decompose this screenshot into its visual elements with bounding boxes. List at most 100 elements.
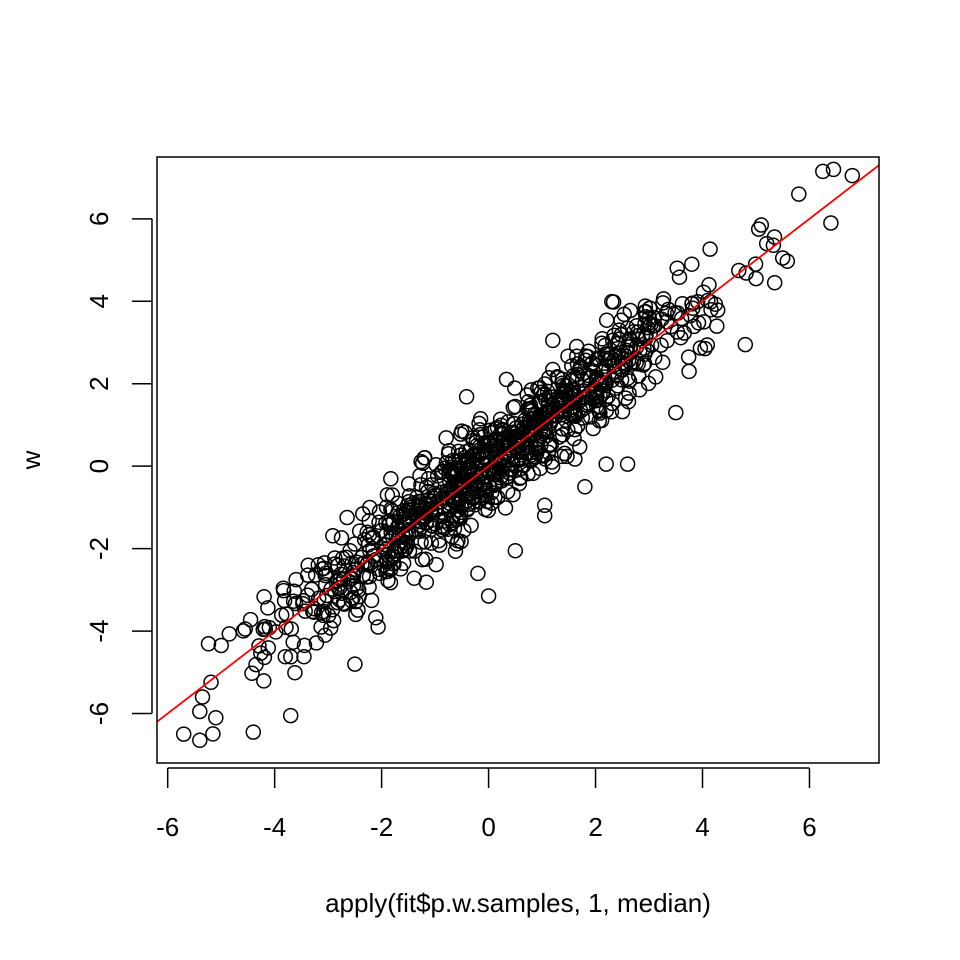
data-point <box>401 543 418 559</box>
data-point <box>654 354 671 371</box>
y-tick-label: 2 <box>84 376 114 390</box>
x-tick-label: -6 <box>156 812 179 842</box>
data-point <box>418 574 435 590</box>
data-point <box>520 465 536 482</box>
data-point <box>641 310 657 326</box>
data-point <box>823 215 839 231</box>
data-point <box>400 476 417 492</box>
data-point <box>420 483 436 500</box>
data-point <box>412 467 428 484</box>
data-point <box>325 612 342 629</box>
data-point <box>509 452 525 468</box>
data-point <box>458 389 475 405</box>
data-point <box>192 703 208 720</box>
data-point <box>692 340 709 356</box>
data-point <box>685 300 701 317</box>
data-point <box>604 372 620 388</box>
data-point <box>585 420 601 437</box>
data-point <box>459 452 476 468</box>
data-point <box>441 501 458 518</box>
y-tick-label: -6 <box>84 702 114 725</box>
data-point <box>701 277 717 293</box>
data-point <box>566 406 582 423</box>
data-point <box>436 520 452 536</box>
x-tick-label: 4 <box>695 812 709 842</box>
y-tick-label: 6 <box>84 212 114 226</box>
data-point <box>285 593 302 609</box>
data-point <box>545 361 561 378</box>
data-point <box>569 371 585 387</box>
data-point <box>529 444 545 461</box>
data-point <box>277 648 294 665</box>
data-point <box>300 557 316 574</box>
data-point <box>598 402 615 419</box>
data-point <box>659 332 675 349</box>
data-point <box>283 621 300 637</box>
data-point <box>570 392 586 408</box>
data-point <box>556 403 573 419</box>
data-point <box>507 380 523 396</box>
data-point <box>702 241 718 257</box>
data-point <box>208 709 224 726</box>
y-axis: -6 -4 -2 0 2 4 6 <box>84 212 153 725</box>
data-point <box>453 426 469 442</box>
data-point <box>598 456 614 472</box>
data-point <box>620 393 637 410</box>
data-point <box>454 468 470 484</box>
data-point <box>251 638 267 654</box>
data-point <box>630 356 646 372</box>
data-point <box>339 509 355 526</box>
data-point <box>571 439 588 455</box>
data-point <box>647 369 664 385</box>
data-point <box>255 621 272 638</box>
x-tick-label: 0 <box>481 812 495 842</box>
data-point <box>203 674 219 691</box>
data-point <box>471 493 488 509</box>
data-point <box>621 385 637 401</box>
data-point <box>766 274 783 291</box>
data-point <box>287 664 303 681</box>
data-point <box>545 332 561 349</box>
data-point <box>447 543 464 559</box>
data-point <box>709 318 725 334</box>
x-tick-label: -2 <box>370 812 393 842</box>
data-point <box>395 513 412 530</box>
reference-line-layer <box>157 164 879 723</box>
data-point <box>525 448 542 465</box>
data-point <box>453 533 469 550</box>
data-point <box>483 425 500 441</box>
data-point <box>313 619 329 635</box>
data-point <box>295 593 311 609</box>
data-point <box>418 515 435 531</box>
data-point <box>604 293 620 310</box>
data-point <box>221 626 238 642</box>
data-point <box>669 324 686 340</box>
data-point <box>737 336 754 353</box>
data-point <box>635 357 652 373</box>
data-point <box>256 673 272 689</box>
data-point <box>487 489 503 505</box>
data-point <box>355 567 371 583</box>
data-point <box>325 528 341 544</box>
data-point <box>622 338 639 355</box>
data-point <box>296 648 312 665</box>
data-point <box>750 221 767 237</box>
x-tick-label: 2 <box>588 812 602 842</box>
data-point <box>307 567 324 583</box>
y-tick-label: 4 <box>84 294 114 308</box>
data-point <box>359 524 375 541</box>
y-tick-label: 0 <box>84 459 114 473</box>
data-point <box>660 301 677 318</box>
data-point <box>765 237 782 254</box>
data-point <box>194 689 211 705</box>
data-point <box>536 507 553 524</box>
data-point <box>434 463 451 479</box>
data-point <box>569 418 586 434</box>
data-point <box>376 557 392 573</box>
data-point <box>347 656 363 672</box>
data-point <box>379 487 396 503</box>
data-point <box>244 665 260 682</box>
data-point <box>507 398 523 415</box>
data-point <box>450 443 467 460</box>
data-point <box>237 621 253 637</box>
